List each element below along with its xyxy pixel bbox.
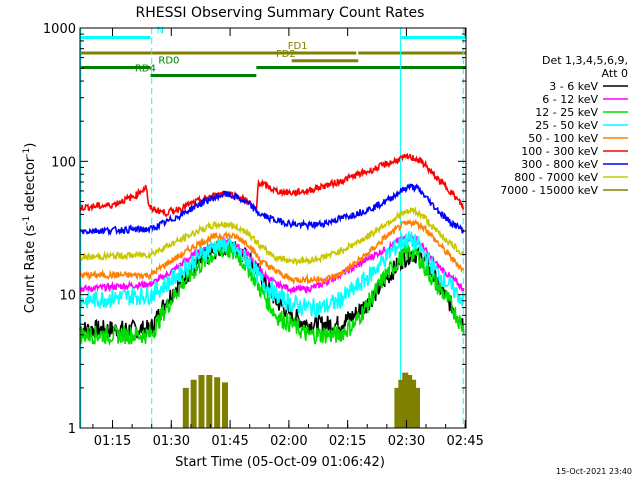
x-tick-label: 02:30 — [388, 434, 425, 449]
y-tick-label: 100 — [51, 155, 76, 170]
series-line — [79, 231, 465, 318]
y-tick-label: 10 — [59, 289, 76, 304]
series-line — [79, 218, 465, 286]
status-bar-label: RD0 — [158, 56, 179, 67]
legend-label: 50 - 100 keV — [528, 132, 598, 145]
legend-label: 100 - 300 keV — [521, 145, 598, 158]
y-axis-label-sup: -1 — [22, 216, 32, 225]
y-axis-label-sup: -1 — [22, 148, 32, 157]
series-line — [79, 234, 465, 296]
x-tick-label: 02:15 — [329, 434, 366, 449]
legend-label: 800 - 7000 keV — [514, 171, 598, 184]
y-axis-label-part: detector — [23, 156, 38, 216]
series-line — [79, 241, 465, 347]
legend-label: 6 - 12 keV — [542, 93, 598, 106]
plot-frame — [79, 27, 467, 429]
series-line — [79, 205, 465, 267]
legend-label: 7000 - 15000 keV — [500, 184, 598, 197]
x-tick-label: 01:15 — [94, 434, 131, 449]
data-series — [79, 152, 465, 428]
y-tick-label: 1 — [68, 422, 76, 437]
legend-label: 12 - 25 keV — [535, 106, 598, 119]
y-axis-label-part: Count Rate (s — [23, 225, 38, 314]
footer-timestamp: 15-Oct-2021 23:40 — [556, 467, 632, 476]
status-bar-label: FD1 — [288, 41, 308, 52]
legend-header-attenuator: Att 0 — [602, 67, 628, 80]
y-tick-label: 1000 — [43, 22, 76, 37]
y-axis-ticks: 1000 100 10 1 — [43, 22, 466, 437]
series-line — [79, 183, 465, 237]
status-bar-label: N — [157, 26, 164, 37]
x-tick-label: 01:30 — [153, 434, 190, 449]
legend-header-detectors: Det 1,3,4,5,6,9, — [542, 54, 628, 67]
status-bar-label: RD4 — [135, 64, 156, 75]
legend-label: 300 - 800 keV — [521, 158, 598, 171]
x-tick-label: 02:00 — [270, 434, 307, 449]
x-tick-label: 02:45 — [446, 434, 483, 449]
x-axis-label: Start Time (05-Oct-09 01:06:42) — [175, 455, 385, 470]
x-axis-ticks: 01:15 01:30 01:45 02:00 02:15 02:30 02:45 — [92, 28, 484, 449]
legend-label: 3 - 6 keV — [549, 80, 598, 93]
series-line — [79, 152, 465, 218]
legend-label: 25 - 50 keV — [535, 119, 598, 132]
status-bar-label: FD2 — [276, 49, 296, 60]
x-tick-label: 01:45 — [211, 434, 248, 449]
y-axis-label-part: ) — [23, 143, 38, 148]
y-axis-label: Count Rate (s-1 detector-1) — [22, 143, 38, 314]
chart-title: RHESSI Observing Summary Count Rates — [136, 5, 425, 21]
